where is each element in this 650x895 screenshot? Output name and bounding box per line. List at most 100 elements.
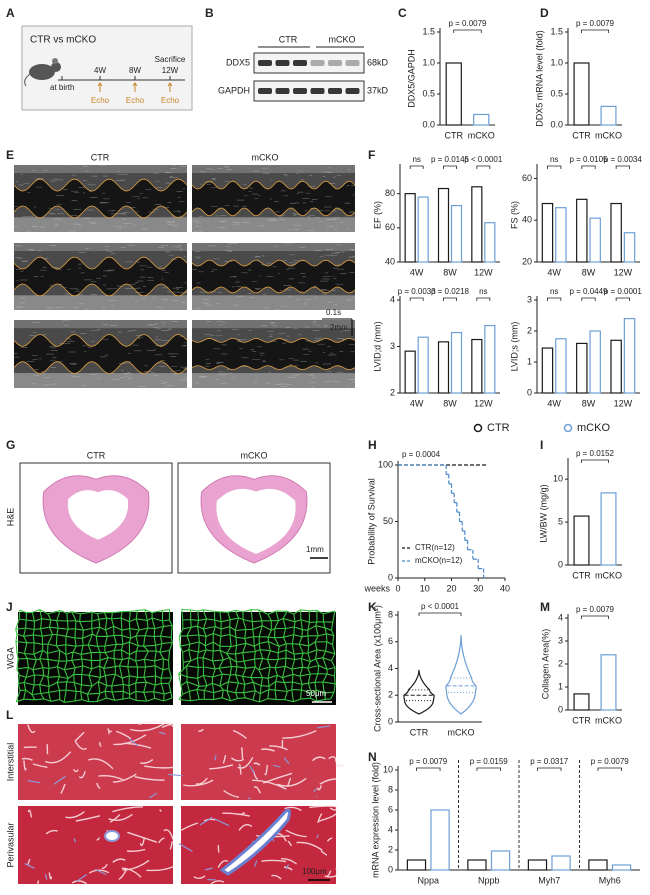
blot-protein: GAPDH: [218, 85, 250, 95]
y-tick-label: 60: [385, 222, 395, 232]
y-tick-label: 4: [390, 294, 395, 304]
panel-letter: N: [368, 750, 377, 764]
blot-band: [293, 60, 307, 66]
bar: [471, 186, 483, 263]
scale-label: 2mm: [330, 323, 348, 332]
x-tick-label: 4W: [410, 398, 424, 408]
echo-trace: [191, 207, 356, 217]
x-tick-label: 12W: [474, 267, 493, 277]
violin: [403, 669, 435, 715]
significance-bracket: [537, 767, 562, 771]
masson-collagen: [168, 725, 331, 800]
echo-image: [13, 243, 191, 310]
y-tick-label: 1: [558, 681, 563, 691]
echo-tissue: [192, 217, 355, 232]
y-tick-label: 0.5: [422, 88, 435, 98]
bar: [417, 196, 429, 263]
annotation: p = 0.0079: [591, 757, 630, 766]
significance-bracket: [476, 165, 491, 169]
x-tick-label: 8W: [443, 267, 457, 277]
blot-protein: DDX5: [226, 57, 250, 67]
x-tick-label: 30: [473, 583, 483, 593]
y-axis-label: Probability of Survival: [366, 478, 376, 565]
blot-band: [345, 60, 360, 66]
bar: [588, 859, 608, 871]
annotation: p < 0.0001: [421, 602, 460, 611]
panel-letter: H: [368, 438, 377, 452]
echo-speckle: [192, 164, 358, 232]
bar: [404, 193, 416, 263]
bar: [490, 850, 511, 871]
y-tick-label: 40: [522, 215, 532, 225]
bar: [611, 864, 632, 871]
y-tick-label: 6: [388, 636, 393, 646]
blot-band: [258, 60, 272, 66]
y-tick-label: 50: [383, 516, 393, 526]
timeline-event: Echo: [161, 96, 180, 105]
y-tick-label: 0: [527, 387, 532, 397]
echo-cavity: [14, 257, 187, 296]
y-axis-label: LVID;d (mm): [372, 321, 382, 371]
blot-band: [328, 60, 342, 66]
x-tick-label: Nppa: [417, 875, 439, 885]
bar: [450, 205, 463, 263]
x-tick-label: 12W: [474, 398, 493, 408]
annotation: p = 0.0152: [576, 449, 615, 458]
y-tick-label: 3: [390, 341, 395, 351]
echo-speckle: [15, 244, 191, 310]
x-tick-label: 0: [395, 583, 400, 593]
blot-band: [345, 88, 360, 94]
bar: [437, 187, 450, 263]
x-tick-label: 10: [420, 583, 430, 593]
y-tick-label: 2: [388, 844, 393, 854]
y-tick-label: 1.5: [422, 26, 435, 36]
panel-letter: M: [540, 600, 550, 614]
bar: [527, 859, 548, 871]
echo-image: [191, 242, 359, 310]
y-tick-label: 2: [390, 387, 395, 397]
annotation: p = 0.0449: [569, 287, 608, 296]
panel-letter: K: [368, 600, 377, 614]
bar: [573, 693, 590, 711]
y-tick-label: 4: [558, 612, 563, 622]
y-tick-label: 1.0: [550, 57, 563, 67]
blot-frame: [253, 80, 365, 102]
blot-band: [293, 88, 307, 94]
x-tick-label: CTR: [572, 570, 591, 580]
y-tick-label: 2: [558, 658, 563, 668]
bar: [404, 350, 416, 394]
x-tick-label: CTR: [572, 715, 591, 725]
masson-gap: [21, 721, 174, 794]
y-tick-label: 0.5: [550, 88, 563, 98]
bar: [430, 809, 450, 871]
y-tick-label: 5: [558, 516, 563, 526]
timeline-event: Echo: [126, 96, 145, 105]
bar: [484, 222, 496, 263]
panel-letter: I: [540, 438, 543, 452]
echo-trace: [191, 286, 356, 294]
annotation: p = 0.0001: [604, 287, 643, 296]
mouse-icon: [51, 62, 61, 72]
y-tick-label: 10: [383, 764, 393, 774]
y-axis-label: DDX5/GAPDH: [406, 49, 416, 108]
x-tick-label: CTR: [445, 130, 464, 140]
y-tick-label: 100: [378, 459, 393, 469]
wga-membrane: [178, 608, 336, 703]
histo-row-label: Interstitial: [5, 743, 15, 782]
bar: [600, 492, 617, 566]
echo-col: mCKO: [252, 152, 279, 162]
x-tick-label: Myh7: [538, 875, 560, 885]
panel-letter: C: [398, 6, 407, 20]
annotation: p = 0.0079: [448, 19, 487, 28]
legend-swatch: [563, 423, 573, 433]
y-tick-label: 2: [527, 325, 532, 335]
timeline-start: at birth: [50, 83, 74, 92]
echo-row-label: 12 week: [2, 337, 12, 371]
legend-label: mCKO: [577, 422, 610, 434]
echo-row-label: 4 week: [2, 184, 12, 213]
timeline-title: CTR vs mCKO: [30, 35, 96, 46]
histo-col: mCKO: [241, 450, 268, 460]
y-tick-label: 80: [385, 188, 395, 198]
timeline-point: 12W: [162, 66, 179, 75]
